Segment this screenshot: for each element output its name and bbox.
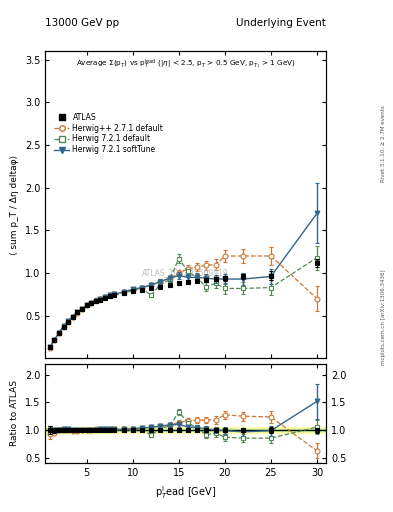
Text: Average $\Sigma$(p$_T$) vs p$_T^{\rm lead}$ ($|\eta|$ < 2.5, p$_T$ > 0.5 GeV, p$: Average $\Sigma$(p$_T$) vs p$_T^{\rm lea…: [76, 57, 296, 71]
Bar: [45, 428, 326, 433]
X-axis label: p$_T^{\rm l}$ead [GeV]: p$_T^{\rm l}$ead [GeV]: [155, 484, 216, 501]
Y-axis label: Ratio to ATLAS: Ratio to ATLAS: [10, 380, 19, 446]
Text: ATLAS_2017_I1509919: ATLAS_2017_I1509919: [142, 268, 229, 277]
Text: Underlying Event: Underlying Event: [236, 18, 326, 28]
Text: mcplots.cern.ch [arXiv:1306.3436]: mcplots.cern.ch [arXiv:1306.3436]: [381, 270, 386, 365]
Text: Rivet 3.1.10, ≥ 2.7M events: Rivet 3.1.10, ≥ 2.7M events: [381, 105, 386, 182]
Bar: [45, 429, 326, 431]
Legend: ATLAS, Herwig++ 2.7.1 default, Herwig 7.2.1 default, Herwig 7.2.1 softTune: ATLAS, Herwig++ 2.7.1 default, Herwig 7.…: [52, 110, 165, 157]
Y-axis label: ⟨ sum p_T / Δη deltaφ⟩: ⟨ sum p_T / Δη deltaφ⟩: [10, 155, 19, 255]
Text: 13000 GeV pp: 13000 GeV pp: [45, 18, 119, 28]
